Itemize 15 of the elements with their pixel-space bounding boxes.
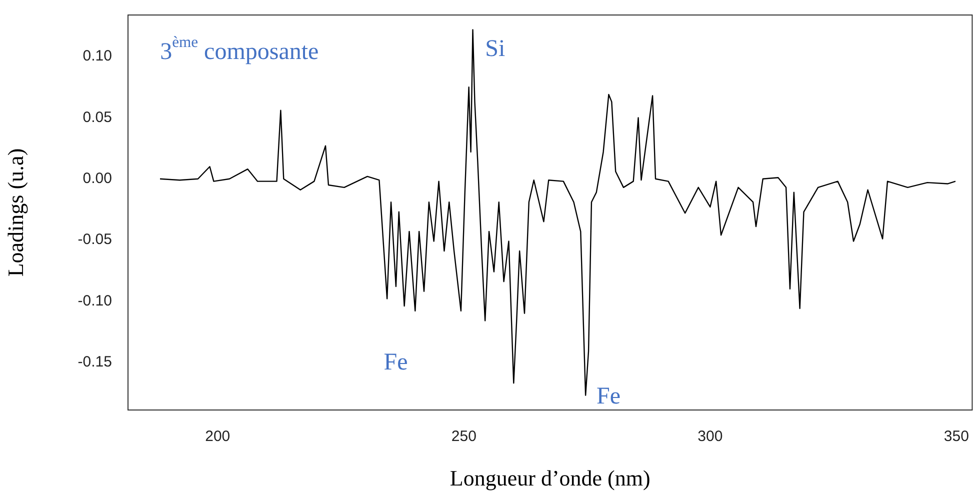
x-tick-label: 300 [698,428,723,446]
x-tick-label: 250 [451,428,476,446]
y-tick-label: -0.15 [78,353,112,370]
y-axis-title: Loadings (u.a) [2,148,28,277]
x-tick-label: 200 [205,428,230,446]
y-tick-label: -0.10 [78,292,112,310]
x-axis-title: Longueur d’onde (nm) [450,466,650,491]
y-tick-label: 0.10 [82,48,112,65]
y-tick-label: -0.05 [78,231,112,248]
annotation: Fe [596,383,621,410]
annotation: Fe [384,350,408,376]
annotation: Si [485,36,506,62]
x-tick-label: 350 [944,428,969,446]
y-tick-label: 0.00 [82,170,112,188]
y-tick-label: 0.05 [82,108,112,126]
